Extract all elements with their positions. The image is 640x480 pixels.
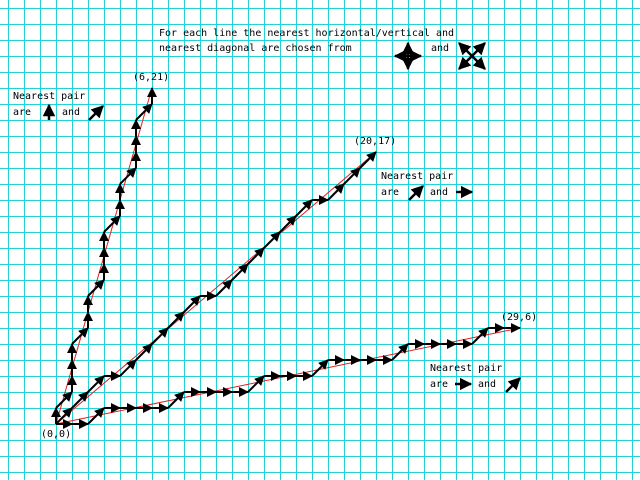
line-1-pair-text: Nearest pair	[13, 91, 85, 102]
intro-line-2: nearest diagonal are chosen from	[159, 43, 352, 54]
step-arrow	[295, 199, 313, 217]
step-arrow	[119, 167, 137, 185]
step-arrow	[343, 167, 361, 185]
line-3-annotation: (29,6) Nearest pair are and	[430, 312, 537, 393]
line-2-annotation: (20,17) Nearest pair are and	[354, 136, 474, 201]
step-arrow	[231, 263, 249, 281]
line-3-pair-are: are	[430, 379, 448, 390]
line-1-pair-and: and	[62, 107, 80, 118]
step-arrow	[87, 375, 105, 393]
line-1-end-label: (6,21)	[133, 72, 169, 83]
step-arrow	[135, 103, 153, 121]
step-arrow	[183, 295, 201, 313]
four-way-arrows-icon	[393, 41, 423, 71]
intro-line-1: For each line the nearest horizontal/ver…	[159, 28, 454, 39]
line-3-end-label: (29,6)	[501, 312, 537, 323]
step-arrow	[71, 391, 89, 409]
step-arrow	[263, 231, 281, 249]
step-path-2	[55, 151, 377, 425]
step-path-3	[56, 323, 521, 429]
line-3-pair-text: Nearest pair	[430, 363, 502, 374]
intro-and-label: and	[431, 43, 449, 54]
step-arrow	[119, 359, 137, 377]
step-arrow	[311, 359, 329, 377]
line-1-annotation: (6,21) Nearest pair are and	[13, 72, 169, 121]
step-paths	[51, 87, 521, 429]
step-arrow	[87, 279, 105, 297]
line-3-pair-and: and	[478, 379, 496, 390]
step-arrow	[55, 407, 73, 425]
step-arrow	[135, 343, 153, 361]
four-diagonal-arrows-icon	[458, 42, 486, 70]
step-arrow	[215, 279, 233, 297]
step-arrow	[247, 247, 265, 265]
step-arrow	[71, 327, 89, 345]
step-arrow	[247, 375, 265, 393]
line-2-pair-and: and	[430, 187, 448, 198]
step-arrow	[167, 311, 185, 329]
step-arrow	[471, 327, 489, 345]
step-arrow	[55, 391, 73, 409]
step-arrow	[391, 343, 409, 361]
step-arrow	[327, 183, 345, 201]
arrow-up-right-icon	[505, 377, 521, 393]
step-arrow	[279, 215, 297, 233]
step-arrow	[151, 327, 169, 345]
line-1-pair-are: are	[13, 107, 31, 118]
intro-note: For each line the nearest horizontal/ver…	[159, 28, 486, 71]
step-arrow	[103, 215, 121, 233]
step-arrow	[359, 151, 377, 169]
step-arrow	[87, 407, 105, 425]
step-arrow	[167, 391, 185, 409]
step-path-1	[51, 87, 157, 424]
arrow-up-right-icon	[88, 105, 104, 121]
line-2-pair-are: are	[381, 187, 399, 198]
line-2-end-label: (20,17)	[354, 136, 396, 147]
origin-label: (0,0)	[41, 429, 71, 440]
line-2-pair-text: Nearest pair	[381, 171, 453, 182]
arrow-up-right-icon	[408, 185, 424, 201]
